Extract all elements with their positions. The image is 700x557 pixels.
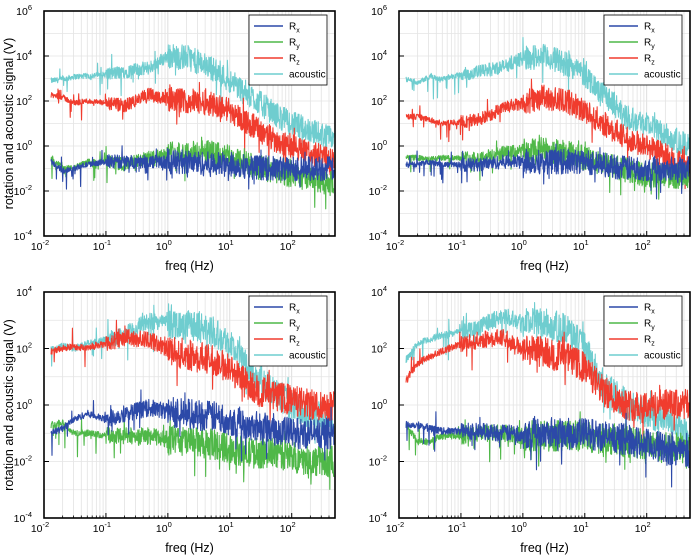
x-tick-label: 10-2 bbox=[386, 238, 404, 253]
x-tick-label: 10-1 bbox=[93, 238, 111, 253]
series-line-rx bbox=[405, 411, 690, 488]
y-tick-label: 10-2 bbox=[14, 183, 32, 198]
series-line-rx bbox=[50, 389, 335, 462]
y-tick-label: 10-2 bbox=[369, 183, 387, 198]
y-tick-label: 100 bbox=[16, 397, 32, 412]
legend: Rx Ry Rz acoustic bbox=[248, 295, 328, 367]
legend-label: Rz bbox=[289, 335, 300, 348]
legend-label: Rz bbox=[644, 335, 655, 348]
legend-label: Ry bbox=[289, 319, 300, 332]
y-tick-label: 106 bbox=[371, 3, 387, 18]
y-tick-label: 10-4 bbox=[369, 510, 387, 525]
x-tick-label: 102 bbox=[280, 238, 296, 253]
y-tick-label: 102 bbox=[16, 93, 32, 108]
x-tick-label: 10-1 bbox=[448, 520, 466, 535]
x-axis-label: freq (Hz) bbox=[520, 541, 569, 555]
y-tick-label: 106 bbox=[16, 3, 32, 18]
x-tick-label: 101 bbox=[218, 238, 234, 253]
y-tick-label: 10-2 bbox=[14, 454, 32, 469]
y-tick-label: 100 bbox=[371, 397, 387, 412]
legend-label: Rx bbox=[289, 303, 300, 316]
series-line-rz bbox=[50, 319, 335, 424]
legend-label: Ry bbox=[644, 38, 655, 51]
legend-label: acoustic bbox=[289, 70, 326, 81]
y-tick-label: 104 bbox=[16, 48, 32, 63]
chart-panel-1: 10-2 10-1 100 101 10210-410-2100102104106fre… bbox=[2, 3, 336, 273]
legend-label: Rx bbox=[644, 22, 655, 35]
y-tick-label: 102 bbox=[371, 93, 387, 108]
x-tick-label: 102 bbox=[280, 520, 296, 535]
x-axis-label: freq (Hz) bbox=[165, 541, 214, 555]
series-line-rz bbox=[405, 328, 690, 441]
x-tick-label: 101 bbox=[573, 520, 589, 535]
series-line-rz bbox=[405, 78, 690, 190]
y-axis-label: rotation and acoustic signal (V) bbox=[2, 38, 16, 210]
legend-label: Ry bbox=[289, 38, 300, 51]
chart-panel-2: 10-2 10-1 100 101 10210-410-2100102104106fre… bbox=[369, 3, 691, 273]
series-group bbox=[50, 44, 335, 210]
series-line-ry bbox=[405, 134, 690, 200]
legend: Rx Ry Rz acoustic bbox=[603, 14, 683, 86]
y-tick-label: 104 bbox=[371, 48, 387, 63]
legend-label: Rz bbox=[644, 54, 655, 67]
x-tick-label: 10-2 bbox=[31, 520, 49, 535]
y-tick-label: 10-4 bbox=[369, 228, 387, 243]
legend-label: acoustic bbox=[289, 351, 326, 362]
x-tick-label: 10-1 bbox=[448, 238, 466, 253]
x-tick-label: 10-2 bbox=[31, 238, 49, 253]
legend-label: Rz bbox=[289, 54, 300, 67]
legend-label: acoustic bbox=[644, 351, 681, 362]
y-tick-label: 104 bbox=[16, 284, 32, 299]
legend-label: acoustic bbox=[644, 70, 681, 81]
x-tick-label: 101 bbox=[218, 520, 234, 535]
y-tick-label: 102 bbox=[371, 341, 387, 356]
y-tick-label: 100 bbox=[371, 138, 387, 153]
y-tick-label: 104 bbox=[371, 284, 387, 299]
x-tick-label: 102 bbox=[635, 238, 651, 253]
legend-label: Rx bbox=[289, 22, 300, 35]
y-axis-label: rotation and acoustic signal (V) bbox=[2, 319, 16, 491]
series-line-acoustic bbox=[50, 44, 335, 156]
x-tick-label: 100 bbox=[156, 238, 172, 253]
x-tick-label: 100 bbox=[156, 520, 172, 535]
x-tick-label: 10-1 bbox=[93, 520, 111, 535]
y-tick-label: 10-4 bbox=[14, 510, 32, 525]
x-tick-label: 102 bbox=[635, 520, 651, 535]
series-group bbox=[405, 302, 690, 488]
y-tick-label: 102 bbox=[16, 341, 32, 356]
series-line-ry bbox=[50, 417, 335, 490]
x-tick-label: 100 bbox=[511, 520, 527, 535]
x-axis-label: freq (Hz) bbox=[165, 259, 214, 273]
plot-frame bbox=[43, 10, 336, 237]
series-group bbox=[50, 303, 335, 490]
legend: Rx Ry Rz acoustic bbox=[603, 295, 683, 367]
series-line-rz bbox=[50, 81, 335, 176]
legend-label: Ry bbox=[644, 319, 655, 332]
legend-label: Rx bbox=[644, 303, 655, 316]
x-tick-label: 10-2 bbox=[386, 520, 404, 535]
x-tick-label: 100 bbox=[511, 238, 527, 253]
legend: Rx Ry Rz acoustic bbox=[248, 14, 328, 86]
series-line-rx bbox=[50, 145, 335, 190]
x-tick-label: 101 bbox=[573, 238, 589, 253]
series-line-rx bbox=[405, 143, 690, 200]
y-tick-label: 100 bbox=[16, 138, 32, 153]
y-tick-label: 10-4 bbox=[14, 228, 32, 243]
y-tick-label: 10-2 bbox=[369, 454, 387, 469]
series-group bbox=[405, 36, 690, 200]
x-axis-label: freq (Hz) bbox=[520, 259, 569, 273]
series-line-acoustic bbox=[405, 36, 690, 157]
plot-frame bbox=[398, 10, 691, 237]
